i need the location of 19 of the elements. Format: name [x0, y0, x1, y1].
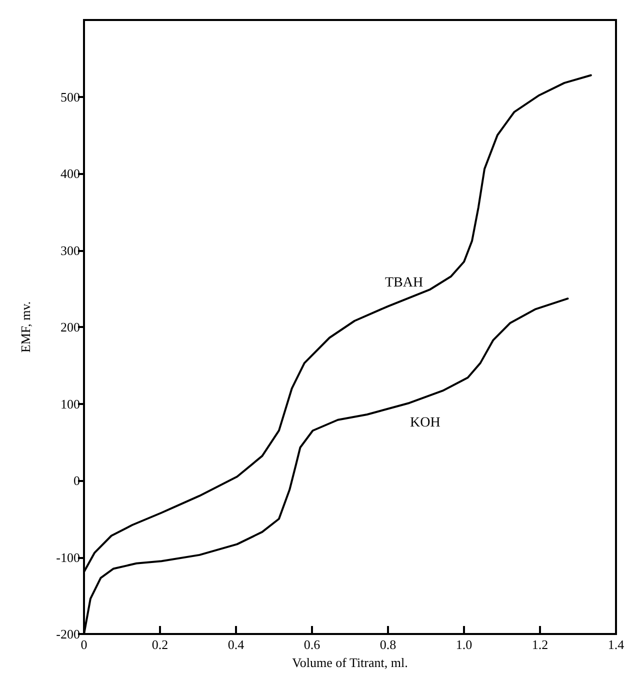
series-label: TBAH	[385, 276, 424, 290]
x-tick-label: 0.2	[152, 637, 168, 652]
line-series	[83, 74, 592, 573]
x-axis-title: Volume of Titrant, ml.	[292, 654, 408, 670]
y-tick-label: 100	[60, 396, 80, 412]
x-tick-label: 1.2	[532, 637, 548, 652]
y-tick-label: 200	[60, 320, 80, 334]
x-tick-label: 0.8	[380, 637, 396, 652]
x-tick-label: 0.6	[304, 637, 321, 652]
series-label: KOH	[410, 416, 440, 430]
x-tick-label: 1.4	[608, 637, 625, 652]
y-tick-label: -100	[56, 550, 80, 565]
y-tick-label: 400	[60, 166, 80, 181]
x-tick-label: 0.4	[228, 637, 245, 652]
y-tick-label: -200	[56, 626, 80, 642]
y-tick-label: 300	[60, 242, 80, 258]
y-axis-title: EMF, mv.	[18, 301, 33, 353]
x-tick-label: 1.0	[456, 637, 472, 652]
y-tick-label: 500	[60, 89, 80, 104]
